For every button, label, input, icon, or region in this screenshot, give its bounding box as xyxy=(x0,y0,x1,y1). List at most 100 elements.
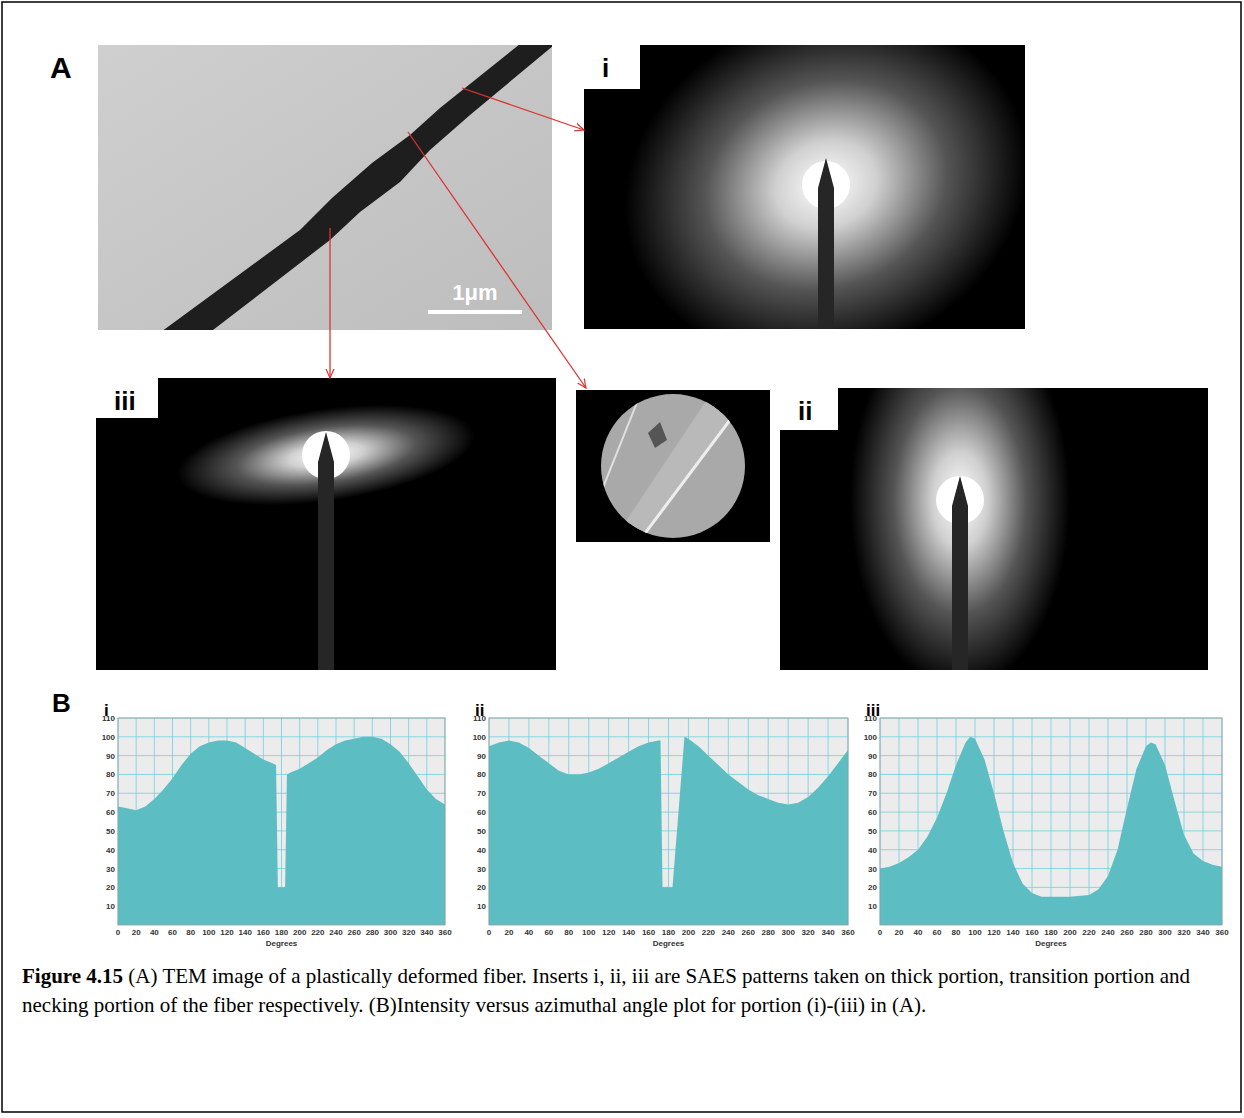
x-tick-label: 200 xyxy=(1063,928,1077,937)
y-tick-label: 110 xyxy=(473,714,486,723)
x-tick-label: 20 xyxy=(504,928,513,937)
label-box xyxy=(584,45,640,89)
x-axis-title: Degrees xyxy=(266,939,298,948)
canvas: A1μmiiiiiiBi1020304050607080901001100204… xyxy=(0,0,1244,1118)
plot-bg xyxy=(118,718,445,925)
x-tick-label: 160 xyxy=(1025,928,1039,937)
y-tick-label: 80 xyxy=(106,770,115,779)
x-tick-label: 260 xyxy=(1120,928,1134,937)
aperture-image xyxy=(576,380,770,560)
panel-letter: A xyxy=(50,51,72,84)
x-tick-label: 40 xyxy=(524,928,533,937)
grid-line xyxy=(1051,718,1052,925)
y-tick-label: 80 xyxy=(477,770,486,779)
y-tick-label: 70 xyxy=(106,789,115,798)
x-tick-label: 180 xyxy=(662,928,676,937)
y-tick-label: 40 xyxy=(868,846,877,855)
inset-label: iii xyxy=(114,386,136,416)
saes-pattern xyxy=(584,45,1025,329)
saes-bg xyxy=(96,378,556,670)
arrow xyxy=(408,132,586,388)
plot-area xyxy=(489,737,848,925)
x-tick-label: 360 xyxy=(841,928,855,937)
x-tick-label: 200 xyxy=(682,928,696,937)
y-tick-label: 60 xyxy=(106,808,115,817)
x-tick-label: 0 xyxy=(878,928,883,937)
area xyxy=(118,737,445,925)
x-tick-label: 240 xyxy=(722,928,736,937)
label-box xyxy=(96,378,158,418)
plot-frame xyxy=(880,718,1222,925)
x-tick-label: 340 xyxy=(1196,928,1210,937)
y-tick-label: 60 xyxy=(868,808,877,817)
x-tick-label: 320 xyxy=(1177,928,1191,937)
x-tick-label: 360 xyxy=(438,928,452,937)
x-tick-label: 240 xyxy=(1101,928,1115,937)
beam-stopper xyxy=(952,476,968,670)
x-tick-label: 120 xyxy=(987,928,1001,937)
x-tick-label: 280 xyxy=(366,928,380,937)
y-tick-label: 100 xyxy=(864,733,878,742)
y-tick-label: 20 xyxy=(868,883,877,892)
y-tick-label: 110 xyxy=(102,714,115,723)
plot-frame xyxy=(118,718,445,925)
x-tick-label: 300 xyxy=(384,928,398,937)
grid-line xyxy=(1089,718,1090,925)
x-tick-label: 320 xyxy=(402,928,416,937)
x-tick-label: 300 xyxy=(1158,928,1172,937)
x-tick-label: 80 xyxy=(952,928,961,937)
plot-frame xyxy=(489,718,848,925)
caption-lead: Figure 4.15 xyxy=(22,964,123,988)
x-tick-label: 180 xyxy=(1044,928,1058,937)
edge xyxy=(640,380,760,540)
plot-bg xyxy=(489,718,848,925)
fiber-band xyxy=(600,380,760,560)
halo xyxy=(850,388,1070,670)
y-tick-label: 50 xyxy=(477,827,486,836)
label-box xyxy=(780,388,838,430)
chart: i102030405060708090100110020406080100120… xyxy=(102,701,453,948)
caption-text: (A) TEM image of a plastically deformed … xyxy=(22,964,1190,1017)
arrow xyxy=(462,88,584,130)
y-tick-label: 90 xyxy=(106,752,115,761)
figure: A1μmiiiiiiBi1020304050607080901001100204… xyxy=(0,0,1244,1118)
grid-line xyxy=(489,736,848,737)
y-tick-label: 90 xyxy=(477,752,486,761)
scale-bar xyxy=(428,310,522,314)
x-tick-label: 160 xyxy=(257,928,271,937)
y-tick-label: 70 xyxy=(477,789,486,798)
x-tick-label: 60 xyxy=(544,928,553,937)
inset-label: ii xyxy=(798,396,812,426)
x-tick-label: 220 xyxy=(702,928,716,937)
x-tick-label: 360 xyxy=(1215,928,1229,937)
saes-pattern xyxy=(96,378,556,670)
grid-line xyxy=(489,755,848,756)
plot-bg xyxy=(880,718,1222,925)
y-tick-label: 30 xyxy=(106,865,115,874)
caption: Figure 4.15 (A) TEM image of a plastical… xyxy=(22,962,1222,1020)
y-tick-label: 20 xyxy=(106,883,115,892)
x-tick-label: 240 xyxy=(329,928,343,937)
x-tick-label: 120 xyxy=(602,928,616,937)
inset-label: i xyxy=(602,53,609,83)
y-tick-label: 30 xyxy=(868,865,877,874)
x-tick-label: 340 xyxy=(420,928,434,937)
y-tick-label: 110 xyxy=(864,714,877,723)
arrow xyxy=(329,228,330,378)
x-tick-label: 180 xyxy=(275,928,289,937)
x-tick-label: 200 xyxy=(293,928,307,937)
y-tick-label: 10 xyxy=(106,902,115,911)
x-tick-label: 260 xyxy=(742,928,756,937)
y-tick-label: 70 xyxy=(868,789,877,798)
y-tick-label: 20 xyxy=(477,883,486,892)
x-tick-label: 0 xyxy=(487,928,492,937)
x-tick-label: 280 xyxy=(762,928,776,937)
spot xyxy=(648,422,667,448)
panel-letter: B xyxy=(52,688,71,718)
grid-line xyxy=(880,736,1222,737)
x-tick-label: 60 xyxy=(168,928,177,937)
plot-area xyxy=(118,737,445,925)
x-tick-label: 160 xyxy=(642,928,656,937)
x-tick-label: 20 xyxy=(895,928,904,937)
y-tick-label: 10 xyxy=(868,902,877,911)
